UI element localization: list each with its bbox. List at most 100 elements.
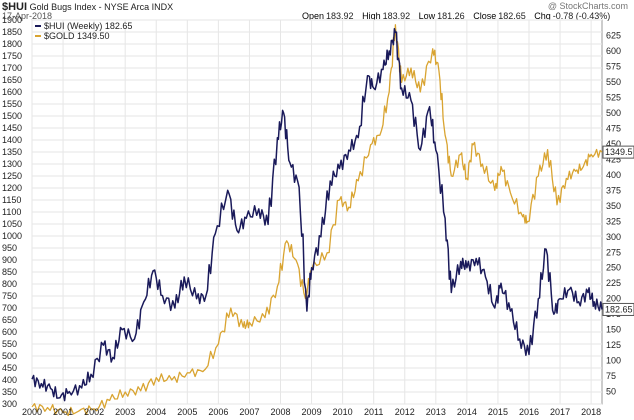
y-right-tick-label: 100 <box>606 356 621 366</box>
y-right-tick-label: 50 <box>606 387 616 397</box>
x-tick-label: 2016 <box>519 407 539 417</box>
y-right-tick-label: 225 <box>606 278 621 288</box>
y-right-tick-label: 250 <box>606 263 621 273</box>
y-left-tick-label: 1200 <box>2 183 22 193</box>
y-left-tick-label: 1250 <box>2 171 22 181</box>
y-left-tick-label: 1100 <box>2 207 21 217</box>
hui-series-line <box>31 28 603 402</box>
y-left-tick-label: 1300 <box>2 159 22 169</box>
x-tick-label: 2002 <box>84 407 104 417</box>
y-left-tick-label: 1700 <box>2 63 22 73</box>
y-left-tick-label: 1050 <box>2 219 22 229</box>
y-left-tick-label: 450 <box>2 363 17 373</box>
y-right-tick-label: 350 <box>606 201 621 211</box>
x-tick-label: 2018 <box>581 407 601 417</box>
y-right-tick-label: 425 <box>606 154 621 164</box>
high-value: 183.92 <box>382 11 411 21</box>
chart-legend: $HUI (Weekly) 182.65$GOLD 1349.50 <box>35 21 132 41</box>
x-tick-label: 2012 <box>395 407 415 417</box>
x-tick-label: 2017 <box>550 407 570 417</box>
y-left-tick-label: 800 <box>2 279 17 289</box>
y-left-tick-label: 1150 <box>2 195 21 205</box>
y-right-tick-label: 150 <box>606 325 621 335</box>
hui-last-badge <box>602 302 634 316</box>
high-label: High <box>362 11 381 21</box>
y-left-tick-label: 1350 <box>2 147 22 157</box>
x-tick-label: 2000 <box>22 407 42 417</box>
x-tick-label: 2006 <box>208 407 228 417</box>
chart-axes: 300 350 400 450 500 550 600 650 700 750 800 850 900 9… <box>2 15 621 417</box>
legend-label: $HUI (Weekly) 182.65 <box>44 21 132 31</box>
legend-label: $GOLD 1349.50 <box>44 31 110 41</box>
y-left-tick-label: 650 <box>2 315 17 325</box>
ticker-symbol: $HUI <box>2 1 28 13</box>
watermark: @ StockCharts.com <box>547 1 628 11</box>
y-left-tick-label: 1850 <box>2 27 22 37</box>
y-left-tick-label: 900 <box>2 255 17 265</box>
x-tick-label: 2015 <box>488 407 508 417</box>
y-left-tick-label: 1900 <box>2 15 22 25</box>
y-left-tick-label: 550 <box>2 339 17 349</box>
y-right-tick-label: 600 <box>606 46 621 56</box>
x-tick-label: 2009 <box>302 407 322 417</box>
low-value: 181.26 <box>437 11 465 21</box>
gold-last-badge <box>602 145 634 159</box>
chart-date: 17-Apr-2018 <box>2 11 53 21</box>
y-left-tick-label: 1450 <box>2 123 22 133</box>
low-label: Low <box>418 11 436 21</box>
last-value-badges: 1349.5 182.65 <box>602 145 634 316</box>
y-left-tick-label: 350 <box>2 387 17 397</box>
x-tick-label: 2005 <box>177 407 197 417</box>
y-right-tick-label: 275 <box>606 247 621 257</box>
y-left-tick-label: 1000 <box>2 231 22 241</box>
exchange-label: INDX <box>151 2 174 12</box>
open-label: Open <box>302 11 325 21</box>
y-left-tick-label: 400 <box>2 375 17 385</box>
y-right-tick-label: 125 <box>606 340 621 350</box>
chart-title: $HUI Gold Bugs Index - NYSE Arca INDX <box>2 1 173 13</box>
y-left-tick-label: 1600 <box>2 87 22 97</box>
y-right-tick-label: 550 <box>606 77 621 87</box>
gold-last-value: 1349.5 <box>605 147 633 157</box>
x-tick-label: 2001 <box>53 407 73 417</box>
y-left-tick-label: 700 <box>2 303 17 313</box>
index-name: Gold Bugs Index - NYSE Arca <box>29 2 150 12</box>
x-tick-label: 2007 <box>239 407 259 417</box>
x-tick-label: 2014 <box>457 407 477 417</box>
y-left-tick-label: 1650 <box>2 75 22 85</box>
open-value: 183.92 <box>326 11 354 21</box>
x-tick-label: 2010 <box>333 407 353 417</box>
ohlc-readout: Open 183.92 High 183.92 Low 181.26 Close 182… <box>302 11 616 21</box>
y-left-tick-label: 1400 <box>2 135 22 145</box>
y-left-tick-label: 1550 <box>2 99 22 109</box>
gold-series-line <box>31 24 603 417</box>
y-right-tick-label: 575 <box>606 61 621 71</box>
chart-header: $HUI Gold Bugs Index - NYSE Arca INDX 17… <box>0 0 634 21</box>
x-tick-label: 2013 <box>426 407 446 417</box>
x-tick-label: 2004 <box>146 407 166 417</box>
close-value: 182.65 <box>498 11 526 21</box>
y-right-tick-label: 450 <box>606 139 621 149</box>
x-tick-label: 2011 <box>364 407 383 417</box>
chart-grid <box>31 19 603 405</box>
y-left-tick-label: 850 <box>2 267 17 277</box>
y-left-tick-label: 1500 <box>2 111 22 121</box>
close-label: Close <box>473 11 497 21</box>
y-right-tick-label: 75 <box>606 371 616 381</box>
y-right-tick-label: 400 <box>606 170 621 180</box>
y-left-tick-label: 600 <box>2 327 17 337</box>
chart-series <box>31 24 603 417</box>
change-label: Chg <box>534 11 551 21</box>
y-left-tick-label: 300 <box>2 399 17 409</box>
y-left-tick-label: 950 <box>2 243 17 253</box>
y-right-tick-label: 625 <box>606 30 621 40</box>
change-value: -0.78 (-0.43%) <box>552 11 611 21</box>
y-right-tick-label: 500 <box>606 108 621 118</box>
y-right-tick-label: 475 <box>606 123 621 133</box>
y-right-tick-label: 300 <box>606 232 621 242</box>
y-left-tick-label: 750 <box>2 291 17 301</box>
x-tick-label: 2003 <box>115 407 135 417</box>
hui-last-value: 182.65 <box>605 304 633 314</box>
y-left-tick-label: 1800 <box>2 39 22 49</box>
